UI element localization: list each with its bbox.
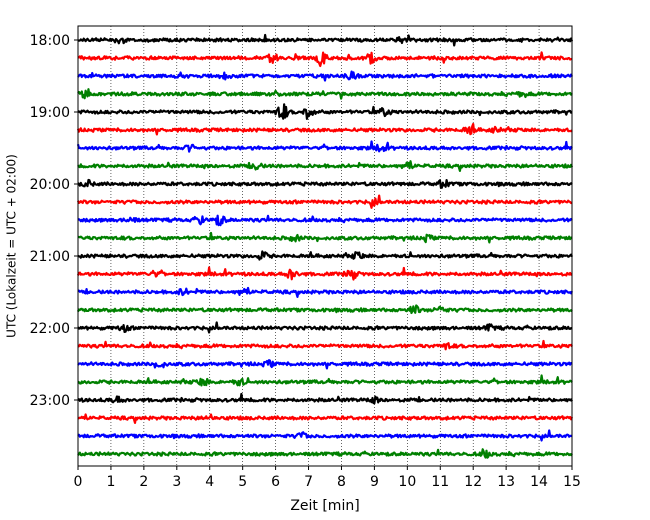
trace-2315 xyxy=(77,413,574,424)
x-tick-label-5: 5 xyxy=(238,474,247,490)
trace-2000 xyxy=(77,178,573,189)
trace-1930 xyxy=(76,140,573,153)
trace-2015 xyxy=(76,194,573,209)
x-tick-label-10: 10 xyxy=(398,474,416,490)
x-tick-label-11: 11 xyxy=(431,474,449,490)
y-axis-title: UTC (Lokalzeit = UTC + 02:00) xyxy=(5,154,19,338)
trace-1900 xyxy=(77,103,573,120)
trace-1915 xyxy=(76,122,573,136)
x-tick-label-8: 8 xyxy=(337,474,346,490)
trace-1800 xyxy=(77,33,574,47)
y-tick-label-2300: 23:00 xyxy=(30,393,70,409)
x-tick-label-3: 3 xyxy=(172,474,181,490)
x-tick-label-13: 13 xyxy=(497,474,515,490)
plot-area-frame xyxy=(77,25,573,467)
y-tick-label-2000: 20:00 xyxy=(30,177,70,193)
trace-2045 xyxy=(77,231,573,244)
trace-2145 xyxy=(76,304,573,315)
x-tick-label-2: 2 xyxy=(139,474,148,490)
trace-2130 xyxy=(77,286,574,298)
x-tick-label-1: 1 xyxy=(106,474,115,490)
trace-2215 xyxy=(77,339,573,351)
x-tick-label-15: 15 xyxy=(563,474,581,490)
trace-2030 xyxy=(77,214,573,227)
trace-2230 xyxy=(77,359,573,370)
x-tick-label-0: 0 xyxy=(74,474,83,490)
x-tick-label-12: 12 xyxy=(464,474,482,490)
x-tick-label-14: 14 xyxy=(530,474,548,490)
x-axis-title: Zeit [min] xyxy=(290,498,359,514)
x-axis-ticks: 0 1 2 3 4 5 6 7 8 9 10 11 12 13 14 15 xyxy=(74,466,581,490)
grid-lines xyxy=(110,26,540,466)
trace-2345 xyxy=(77,448,573,459)
y-tick-label-1900: 19:00 xyxy=(30,105,70,121)
y-tick-label-2200: 22:00 xyxy=(30,321,70,337)
trace-2245 xyxy=(77,374,573,387)
trace-1945 xyxy=(77,160,574,172)
y-tick-label-1800: 18:00 xyxy=(30,33,70,49)
trace-2115 xyxy=(76,266,573,281)
trace-1845 xyxy=(77,88,573,100)
trace-1815 xyxy=(77,51,573,68)
trace-2300 xyxy=(77,392,573,405)
y-axis-ticks: 18:00 19:00 20:00 21:00 22:00 23:00 xyxy=(30,33,78,409)
trace-2100 xyxy=(77,250,574,261)
trace-1830 xyxy=(77,70,573,82)
x-tick-label-4: 4 xyxy=(205,474,214,490)
x-tick-label-6: 6 xyxy=(271,474,280,490)
trace-2330 xyxy=(77,429,573,442)
x-tick-label-9: 9 xyxy=(370,474,379,490)
x-tick-label-7: 7 xyxy=(304,474,313,490)
y-tick-label-2100: 21:00 xyxy=(30,249,70,265)
seismic-traces xyxy=(76,33,574,459)
trace-2200 xyxy=(77,321,573,334)
